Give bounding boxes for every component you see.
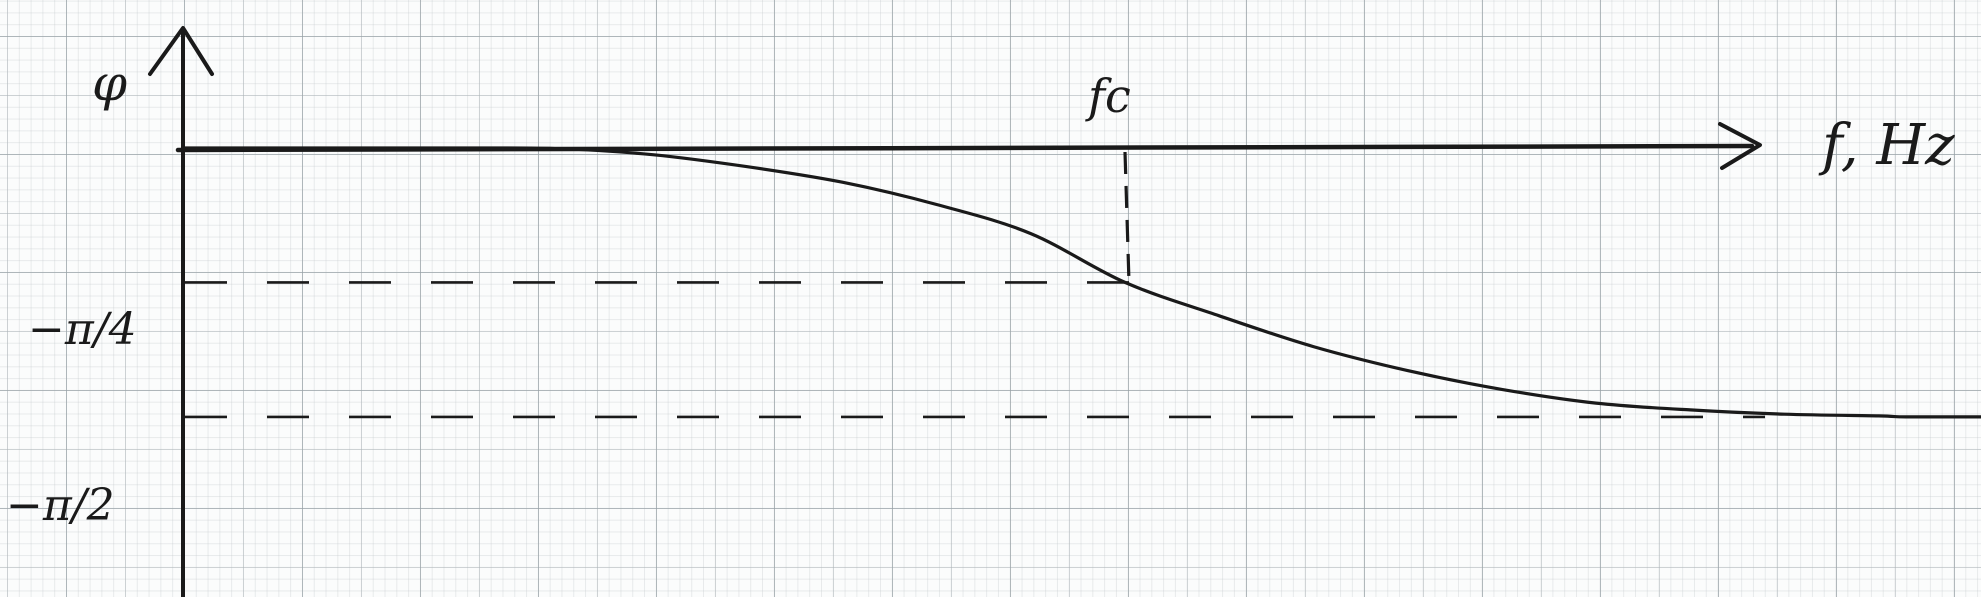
axes xyxy=(148,26,1762,597)
x-axis-arrowhead xyxy=(1718,122,1762,170)
y-tick-label-minus-pi-over-2: −π/2 xyxy=(6,480,115,531)
y-axis-label: φ xyxy=(92,54,127,112)
y-tick-label-minus-pi-over-4: −π/4 xyxy=(28,304,137,355)
x-axis-label: f, Hz xyxy=(1818,113,1955,178)
reference-guides xyxy=(185,151,1765,419)
y-axis-arrowhead xyxy=(148,26,214,76)
cutoff-frequency-label: fc xyxy=(1085,69,1131,123)
cutoff-guide xyxy=(1123,151,1131,283)
curve-layer xyxy=(181,146,1981,419)
phase-curve xyxy=(181,146,1981,419)
